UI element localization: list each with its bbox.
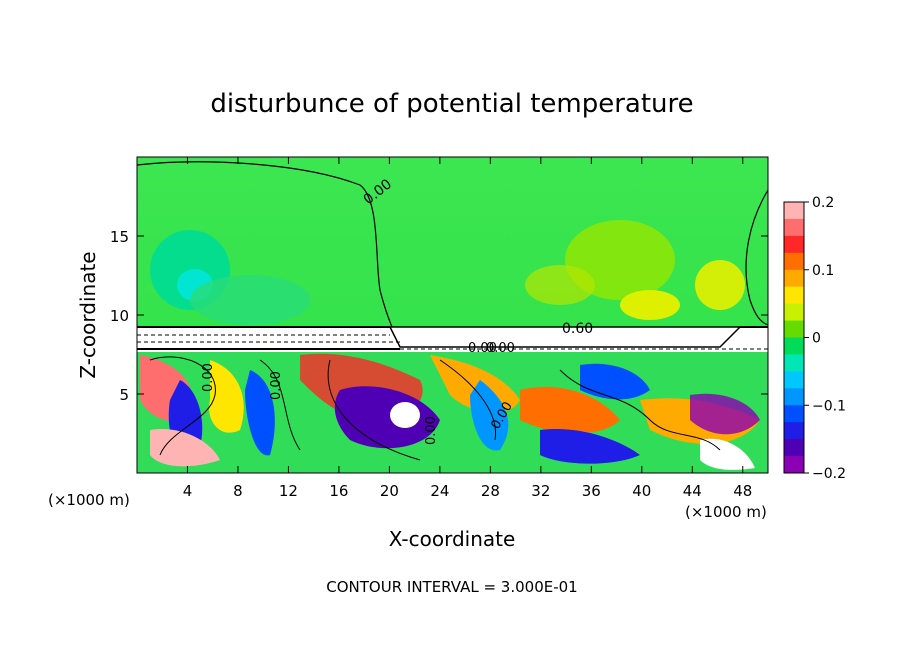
colorbar-swatch — [784, 388, 804, 406]
upper-blob — [620, 290, 680, 320]
colorbar-swatch — [784, 303, 804, 322]
colorbar-swatch — [784, 286, 804, 305]
colorbar-swatch — [784, 202, 804, 220]
x-unit-left: (×1000 m) — [48, 491, 130, 509]
colorbar-swatch — [784, 320, 804, 338]
swirl — [690, 393, 760, 435]
upper-blob — [695, 260, 745, 310]
upper-blob — [525, 265, 595, 305]
x-axis-title: X-coordinate — [389, 527, 516, 551]
colorbar-tick-label: −0.1 — [812, 398, 846, 414]
inversion-wedge — [388, 326, 742, 348]
chart-title: disturbunce of potential temperature — [210, 89, 693, 119]
colorbar-swatch — [784, 354, 804, 372]
x-tick-label: 32 — [531, 482, 550, 500]
lower-contours — [149, 356, 721, 461]
y-tick-label: 5 — [119, 386, 129, 404]
swirl — [245, 370, 275, 456]
x-axis: 4 8 12 16 20 24 28 32 36 40 44 48 — [183, 157, 752, 500]
y-tick-label: 10 — [110, 307, 129, 325]
contour-label: 0.00 — [424, 416, 439, 445]
colorbar-swatch — [784, 422, 804, 440]
contour-label: 0.00 — [201, 363, 216, 392]
plot-field — [137, 157, 768, 473]
colorbar-tick-label: 0.1 — [812, 263, 834, 279]
colorbar — [783, 201, 805, 474]
x-tick-label: 44 — [683, 482, 702, 500]
swirl — [209, 360, 244, 433]
colorbar-tick-label: 0 — [812, 331, 821, 347]
x-tick-label: 40 — [632, 482, 651, 500]
x-tick-label: 16 — [329, 482, 348, 500]
colorbar-swatch — [784, 439, 804, 457]
swirl — [580, 363, 650, 400]
upper-blob — [190, 275, 310, 325]
zero-contour — [137, 161, 393, 328]
contour-label: 0.00 — [486, 341, 515, 356]
y-tick-label: 15 — [110, 228, 129, 246]
colorbar-swatch — [784, 218, 804, 237]
colorbar-ticks: 0.2 0.1 0 −0.1 −0.2 — [804, 195, 846, 482]
colorbar-swatch — [784, 252, 804, 271]
colorbar-swatch — [784, 371, 804, 389]
contour-label: 0.00 — [269, 371, 284, 400]
colorbar-swatch — [784, 405, 804, 423]
colorbar-tick-label: 0.2 — [812, 195, 834, 211]
colorbar-swatch — [784, 235, 804, 254]
y-axis-title: Z-coordinate — [76, 251, 100, 378]
x-tick-label: 4 — [183, 482, 193, 500]
x-tick-label: 8 — [233, 482, 243, 500]
colorbar-swatch — [784, 337, 804, 355]
contour-interval: CONTOUR INTERVAL = 3.000E-01 — [326, 578, 577, 596]
contour-label: 0.60 — [562, 321, 593, 337]
swirl-core — [390, 402, 420, 428]
x-tick-label: 28 — [481, 482, 500, 500]
swirl — [520, 386, 620, 434]
contour-label: 0.00 — [468, 341, 497, 356]
x-tick-label: 48 — [733, 482, 752, 500]
x-tick-label: 36 — [582, 482, 601, 500]
zero-contour — [745, 189, 768, 326]
swirl — [540, 429, 640, 464]
x-tick-label: 12 — [279, 482, 298, 500]
colorbar-swatch — [784, 269, 804, 288]
x-tick-label: 20 — [380, 482, 399, 500]
x-tick-label: 24 — [430, 482, 449, 500]
swirl — [700, 438, 755, 470]
swirl — [150, 429, 220, 467]
inversion-band — [137, 327, 768, 352]
x-unit-right: (×1000 m) — [685, 503, 767, 521]
colorbar-swatch — [784, 456, 804, 474]
colorbar-tick-label: −0.2 — [812, 466, 846, 482]
swirl — [470, 380, 509, 451]
y-axis: 5 10 15 — [110, 228, 768, 404]
